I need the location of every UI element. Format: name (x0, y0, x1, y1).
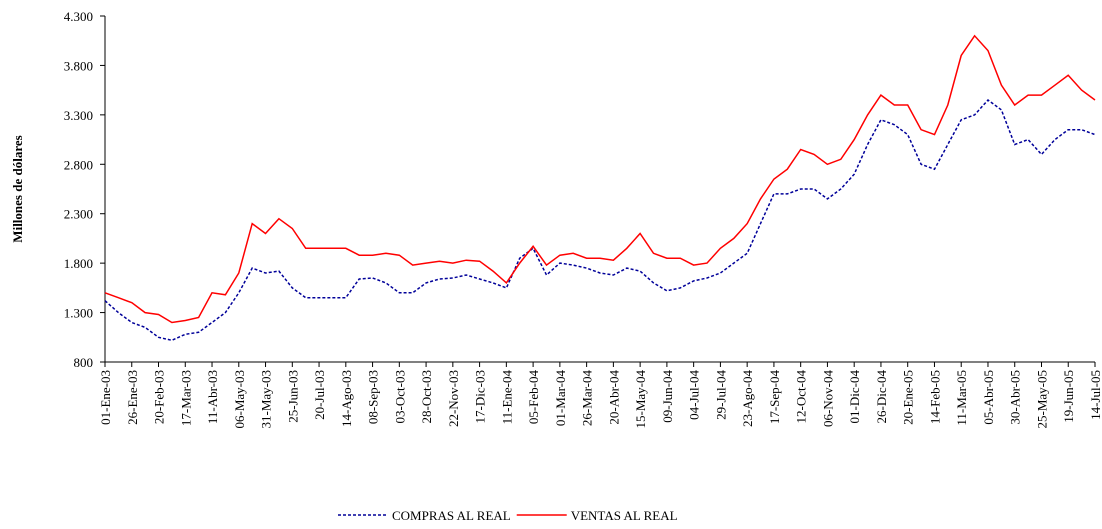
series-line (104, 34, 1096, 324)
x-tick-label: 30-Abr-05 (1008, 370, 1023, 425)
x-tick-label: 19-Jun-05 (1061, 370, 1076, 423)
x-tick-label: 20-Jul-03 (312, 370, 327, 420)
y-tick-label: 2.300 (64, 207, 93, 222)
x-tick-label: 14-Feb-05 (927, 370, 942, 424)
x-tick-label: 11-Ene-04 (499, 370, 514, 425)
x-tick-label: 15-May-04 (633, 370, 648, 429)
x-tick-label: 14-Ago-03 (339, 370, 354, 427)
series-line (104, 98, 1096, 342)
y-tick-label: 800 (74, 355, 94, 370)
x-tick-label: 17-Mar-03 (178, 370, 193, 426)
legend-label: VENTAS AL REAL (571, 508, 678, 523)
x-tick-label: 23-Ago-04 (740, 370, 755, 428)
x-tick-label: 25-Jun-03 (285, 370, 300, 423)
x-tick-label: 17-Sep-04 (767, 370, 782, 425)
y-tick-label: 2.800 (64, 157, 93, 172)
x-tick-label: 04-Jul-04 (687, 370, 702, 420)
x-tick-label: 05-Abr-05 (981, 370, 996, 425)
x-tick-label: 31-May-03 (259, 370, 274, 429)
y-tick-label: 1.300 (64, 306, 93, 321)
x-tick-label: 01-Dic-04 (847, 370, 862, 424)
x-tick-label: 26-Dic-04 (874, 370, 889, 424)
x-tick-label: 11-Mar-05 (954, 370, 969, 426)
x-tick-label: 08-Sep-03 (366, 370, 381, 424)
x-tick-label: 05-Feb-04 (526, 370, 541, 425)
x-tick-label: 11-Abr-03 (205, 370, 220, 424)
x-tick-label: 17-Dic-03 (473, 370, 488, 423)
x-tick-label: 25-May-05 (1034, 370, 1049, 429)
x-tick-label: 28-Oct-03 (419, 370, 434, 423)
x-tick-label: 20-Ene-05 (901, 370, 916, 425)
x-tick-label: 06-May-03 (232, 370, 247, 429)
legend-label: COMPRAS AL REAL (392, 508, 511, 523)
x-tick-label: 03-Oct-03 (392, 370, 407, 423)
x-tick-label: 06-Nov-04 (820, 370, 835, 428)
x-tick-label: 29-Jul-04 (713, 370, 728, 420)
y-axis-label: Millones de dólares (10, 135, 25, 242)
x-tick-label: 09-Jun-04 (660, 370, 675, 423)
x-tick-label: 26-Ene-03 (125, 370, 140, 425)
x-tick-label: 20-Feb-03 (152, 370, 167, 424)
x-tick-label: 01-Ene-03 (98, 370, 113, 425)
y-tick-label: 3.800 (64, 58, 93, 73)
x-tick-label: 14-Jul-05 (1088, 370, 1102, 420)
x-tick-label: 01-Mar-04 (553, 370, 568, 427)
x-tick-label: 12-Oct-04 (794, 370, 809, 424)
y-tick-label: 3.300 (64, 108, 93, 123)
x-tick-label: 26-Mar-04 (580, 370, 595, 427)
y-tick-label: 4.300 (64, 9, 93, 24)
x-tick-label: 20-Abr-04 (606, 370, 621, 425)
x-tick-label: 22-Nov-03 (446, 370, 461, 427)
y-tick-label: 1.800 (64, 256, 93, 271)
